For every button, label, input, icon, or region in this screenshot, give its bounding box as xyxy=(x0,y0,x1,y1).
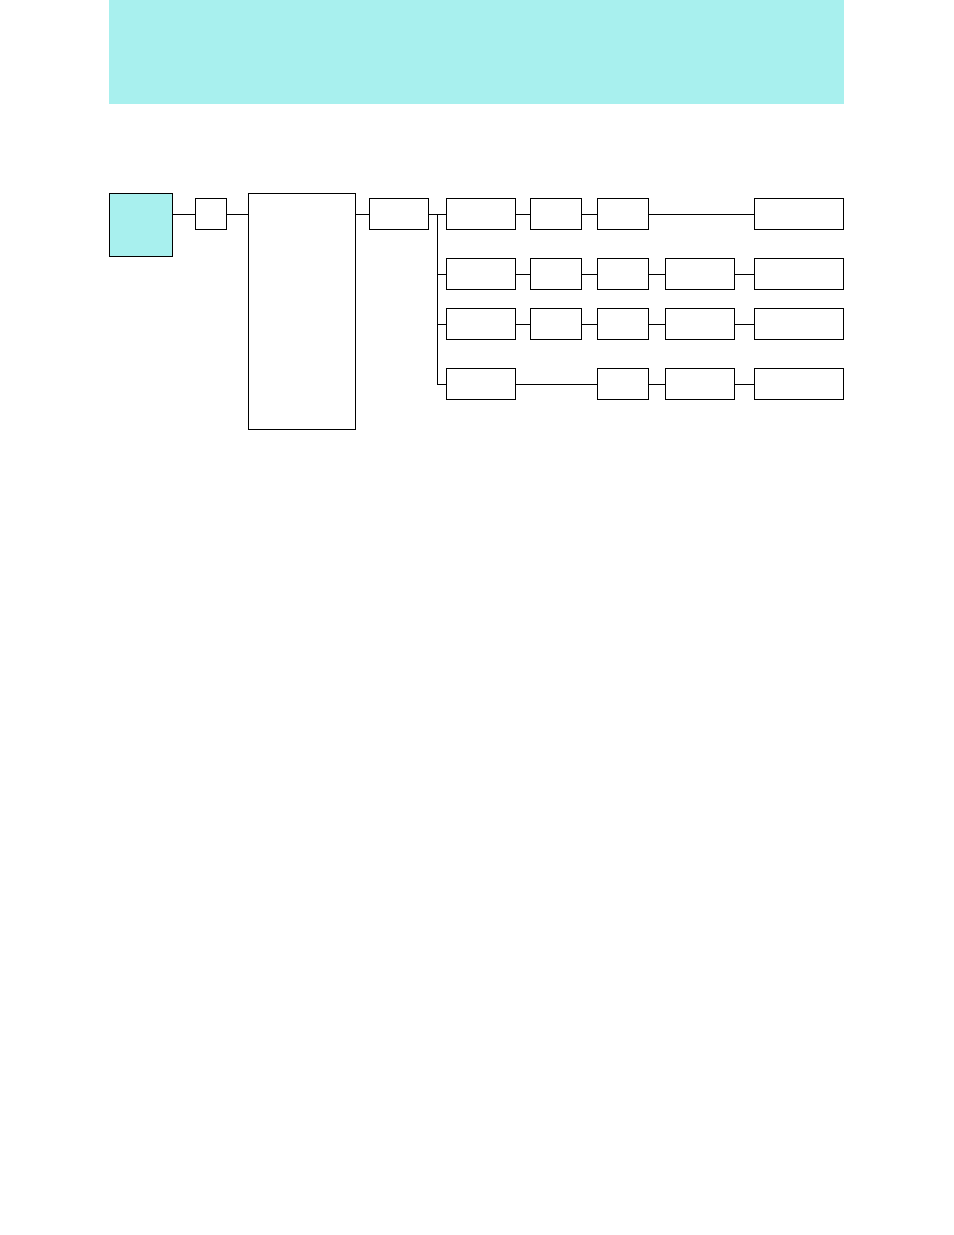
node-r1c1 xyxy=(446,198,516,230)
edge xyxy=(227,214,248,215)
edge xyxy=(649,324,665,325)
edge xyxy=(735,324,754,325)
edge xyxy=(516,214,530,215)
node-r1c5 xyxy=(754,198,844,230)
edge xyxy=(735,384,754,385)
node-r3c5 xyxy=(754,308,844,340)
node-r3c1 xyxy=(446,308,516,340)
edge xyxy=(582,324,597,325)
node-r2c5 xyxy=(754,258,844,290)
node-r4c1 xyxy=(446,368,516,400)
node-r3c4 xyxy=(665,308,735,340)
edge xyxy=(649,214,754,215)
node-r2c1 xyxy=(446,258,516,290)
node-big xyxy=(248,193,356,430)
node-n1 xyxy=(195,198,227,230)
node-r2c4 xyxy=(665,258,735,290)
node-r3c2 xyxy=(530,308,582,340)
edge xyxy=(437,384,446,385)
node-r1c2 xyxy=(530,198,582,230)
edge xyxy=(735,274,754,275)
node-r2c3 xyxy=(597,258,649,290)
edge xyxy=(649,384,665,385)
node-r3c3 xyxy=(597,308,649,340)
node-r2c2 xyxy=(530,258,582,290)
edge xyxy=(516,324,530,325)
edge xyxy=(516,384,597,385)
node-r4c5 xyxy=(754,368,844,400)
edge xyxy=(516,274,530,275)
node-r4c4 xyxy=(665,368,735,400)
node-n2 xyxy=(369,198,429,230)
node-r1c3 xyxy=(597,198,649,230)
edge xyxy=(649,274,665,275)
edge xyxy=(437,214,438,384)
edge xyxy=(437,274,446,275)
edge xyxy=(582,274,597,275)
edge xyxy=(356,214,369,215)
node-r4c3 xyxy=(597,368,649,400)
node-start xyxy=(109,193,173,257)
edge xyxy=(437,324,446,325)
edge xyxy=(582,214,597,215)
header-banner xyxy=(109,0,844,104)
edge xyxy=(173,214,195,215)
